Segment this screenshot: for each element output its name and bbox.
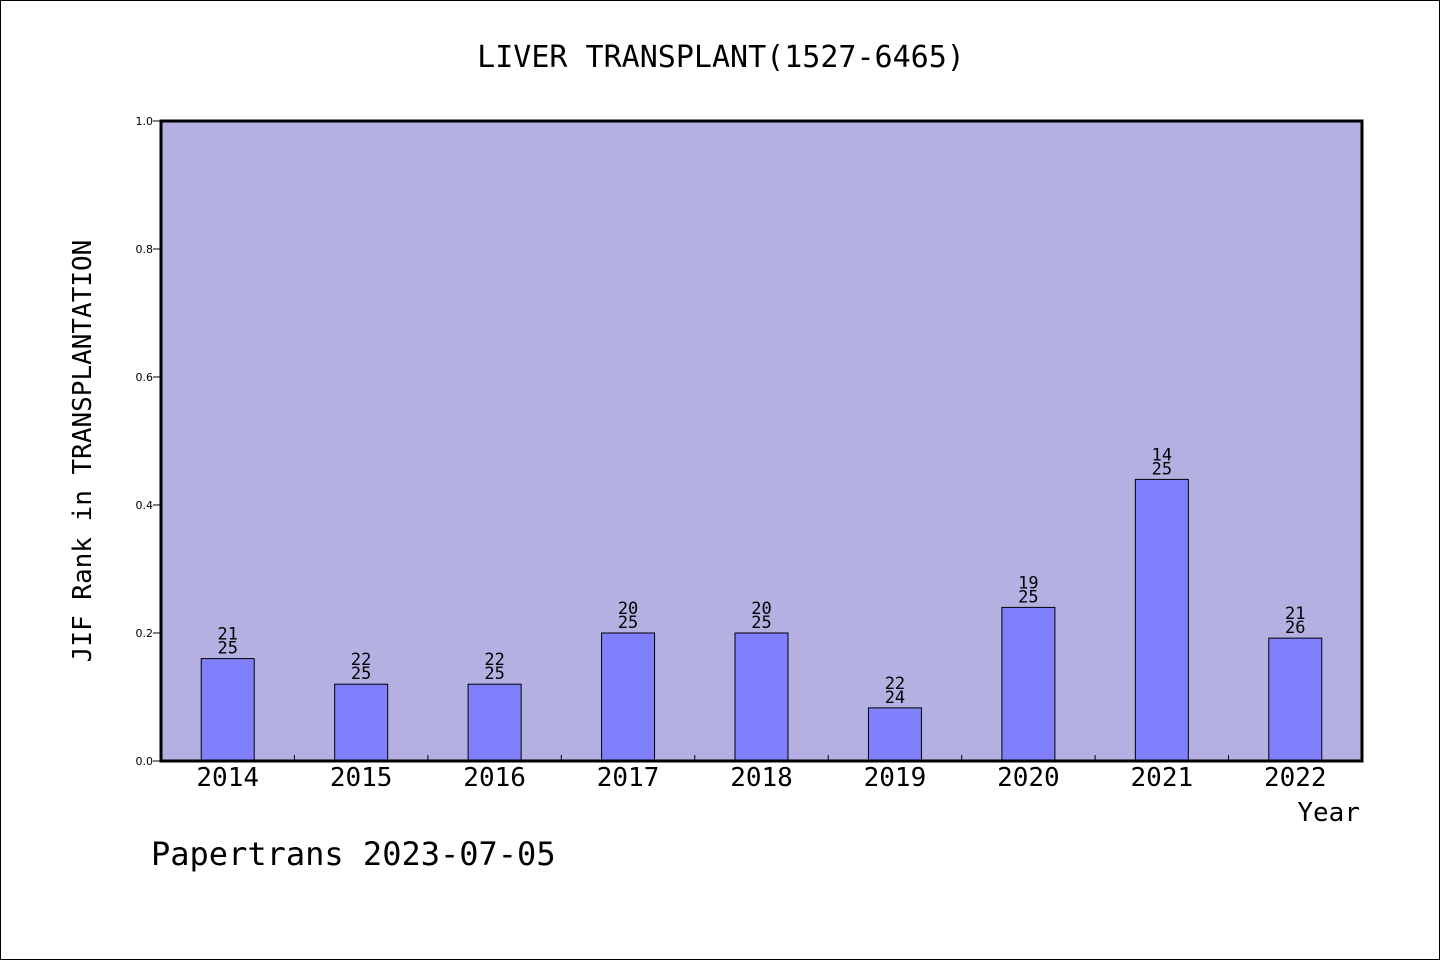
y-axis-label: JIF Rank in TRANSPLANTATION bbox=[68, 240, 98, 663]
x-tick-label-2019: 2019 bbox=[864, 763, 927, 793]
bar-label-top-2016: 22 bbox=[484, 650, 504, 670]
bar-label-bottom-2014: 25 bbox=[217, 639, 237, 659]
y-tick-label-0.8: 0.8 bbox=[136, 243, 154, 256]
bar-2017 bbox=[601, 632, 656, 762]
x-tick-label-2017: 2017 bbox=[597, 763, 660, 793]
bar-label-top-2018: 20 bbox=[751, 599, 771, 619]
bar-label-top-2022: 21 bbox=[1285, 604, 1305, 624]
bar-label-bottom-2019: 24 bbox=[885, 688, 905, 708]
bar-label-top-2019: 22 bbox=[885, 674, 905, 694]
x-tick-label-2020: 2020 bbox=[997, 763, 1060, 793]
y-tick-label-0.6: 0.6 bbox=[136, 371, 154, 384]
y-tick-label-0.0: 0.0 bbox=[136, 755, 154, 768]
y-tick-label-0.4: 0.4 bbox=[136, 499, 154, 512]
bar-label-top-2014: 21 bbox=[217, 625, 237, 645]
bar-2016 bbox=[467, 683, 522, 762]
x-axis: 2014 2015 2016 2017 2018 2019 2020 2021 2022 bbox=[196, 755, 1327, 793]
x-tick-label-2016: 2016 bbox=[463, 763, 526, 793]
watermark: Papertrans 2023-07-05 bbox=[151, 835, 556, 873]
x-tick-label-2022: 2022 bbox=[1264, 763, 1327, 793]
bar-label-top-2021: 14 bbox=[1152, 445, 1172, 465]
bar-2014 bbox=[200, 658, 255, 762]
bar-label-bottom-2016: 25 bbox=[484, 664, 504, 684]
y-axis: 0.0 0.2 0.4 0.6 0.8 1.0 bbox=[136, 115, 161, 768]
x-tick-label-2021: 2021 bbox=[1131, 763, 1194, 793]
x-axis-label: Year bbox=[1297, 798, 1360, 828]
bar-label-bottom-2020: 25 bbox=[1018, 587, 1038, 607]
y-tick-label-0.2: 0.2 bbox=[136, 627, 154, 640]
bar-label-top-2015: 22 bbox=[351, 650, 371, 670]
bar-label-bottom-2021: 25 bbox=[1152, 459, 1172, 479]
bar-2020 bbox=[1001, 606, 1056, 762]
bar-label-top-2020: 19 bbox=[1018, 573, 1038, 593]
x-tick-label-2015: 2015 bbox=[330, 763, 393, 793]
bar-label-bottom-2017: 25 bbox=[618, 613, 638, 633]
bar-2019 bbox=[867, 707, 922, 762]
bar-label-bottom-2022: 26 bbox=[1285, 618, 1305, 638]
y-tick-label-1.0: 1.0 bbox=[136, 115, 154, 128]
bar-2021 bbox=[1134, 478, 1189, 762]
bar-label-bottom-2018: 25 bbox=[751, 613, 771, 633]
bar-2018 bbox=[734, 632, 789, 762]
chart-title: LIVER TRANSPLANT(1527-6465) bbox=[477, 40, 965, 75]
bars-layer bbox=[200, 478, 1323, 762]
bar-2022 bbox=[1268, 637, 1323, 762]
x-tick-label-2014: 2014 bbox=[196, 763, 259, 793]
bar-2015 bbox=[334, 683, 389, 762]
bar-label-top-2017: 20 bbox=[618, 599, 638, 619]
plot-border bbox=[159, 119, 1364, 763]
x-tick-label-2018: 2018 bbox=[730, 763, 793, 793]
bar-label-bottom-2015: 25 bbox=[351, 664, 371, 684]
